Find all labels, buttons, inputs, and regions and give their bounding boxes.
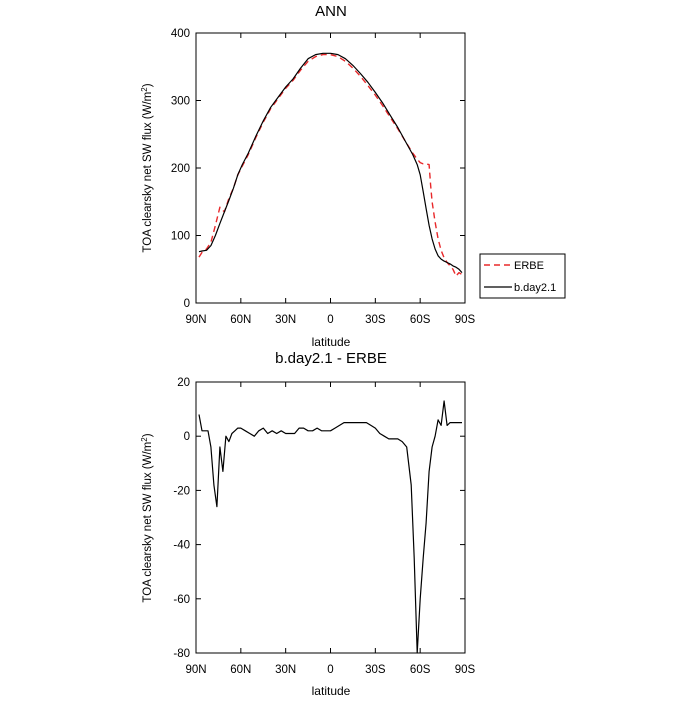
series-layer: [198, 52, 463, 277]
y-tick-label: 200: [171, 163, 190, 175]
x-tick-label: 90S: [455, 314, 476, 326]
y-tick-label: 0: [184, 298, 190, 310]
legend-label-erbe: ERBE: [514, 260, 544, 272]
tick-layer: -80 -60 -40 -20 0 20 90N 60N 30N 0 30S 60S 90S: [173, 377, 475, 676]
panel-difference: b.day2.1 - ERBE -80 -60 -40 -20 0 20 90N 60N 30N…: [140, 350, 476, 698]
series-line-erbe: [198, 53, 463, 277]
y-axis-label: TOA clearsky net SW flux (W/m2): [140, 83, 154, 252]
x-tick-label: 60N: [230, 314, 251, 326]
x-tick-label: 90N: [185, 314, 206, 326]
y-tick-label: 100: [171, 231, 190, 243]
x-tick-label: 30S: [365, 664, 386, 676]
plot-frame: [195, 381, 466, 654]
y-tick-label: -20: [173, 485, 190, 497]
x-tick-label: 60S: [410, 664, 431, 676]
x-axis-label: latitude: [312, 684, 351, 698]
x-tick-label: 30S: [365, 314, 386, 326]
x-tick-label: 60S: [410, 314, 431, 326]
panel-annual-mean: ANN 0 100 200 300 400 90N 60N 30N 0 30S 60S 90S TOA…: [140, 3, 566, 349]
panel-title: ANN: [315, 3, 347, 20]
series-line-b-day2-1: [198, 52, 463, 274]
y-tick-label: 20: [177, 377, 190, 389]
y-tick-label: -80: [173, 648, 190, 660]
panel-title: b.day2.1 - ERBE: [275, 350, 387, 367]
x-tick-label: 90S: [455, 664, 476, 676]
y-tick-label: 300: [171, 96, 190, 108]
series-line-b-day2-1-erbe: [198, 400, 462, 654]
series-layer: [198, 400, 462, 654]
x-tick-label: 30N: [275, 314, 296, 326]
tick-layer: 0 100 200 300 400 90N 60N 30N 0 30S 60S 90S: [171, 28, 476, 326]
legend: ERBE b.day2.1: [479, 253, 566, 299]
x-axis-label: latitude: [312, 335, 351, 349]
x-tick-label: 90N: [185, 664, 206, 676]
legend-box: [479, 253, 566, 299]
y-tick-label: 0: [184, 431, 190, 443]
plot-frame: [195, 32, 466, 304]
legend-label-model: b.day2.1: [514, 282, 556, 294]
y-axis-label: TOA clearsky net SW flux (W/m2): [140, 433, 154, 602]
x-tick-label: 0: [327, 314, 333, 326]
y-tick-label: 400: [171, 28, 190, 40]
y-tick-label: -60: [173, 594, 190, 606]
y-tick-label: -40: [173, 540, 190, 552]
x-tick-label: 0: [327, 664, 333, 676]
x-tick-label: 30N: [275, 664, 296, 676]
x-tick-label: 60N: [230, 664, 251, 676]
